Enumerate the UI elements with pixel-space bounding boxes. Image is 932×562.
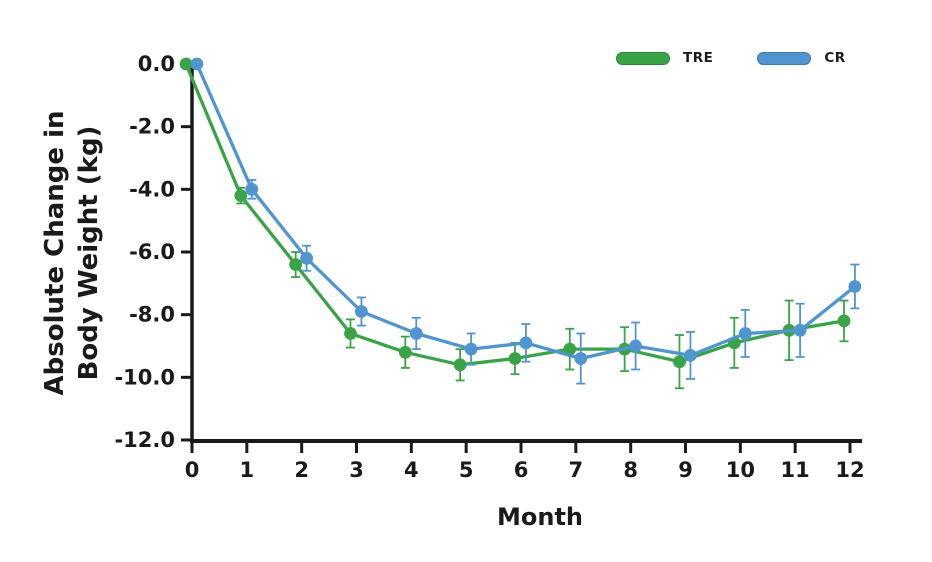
- data-point-cr: [409, 327, 423, 340]
- y-tick-label: -4.0: [129, 177, 175, 201]
- series-cr: [190, 57, 862, 385]
- y-tick-label: -8.0: [129, 303, 175, 327]
- legend: TRE CR: [616, 50, 846, 66]
- data-point-cr: [629, 339, 642, 353]
- legend-swatch-cr-icon: [757, 51, 812, 65]
- x-tick-label: 5: [459, 458, 474, 482]
- x-tick-label: 10: [726, 458, 755, 482]
- data-series: [179, 57, 862, 390]
- y-tick-label: -10.0: [114, 365, 175, 389]
- legend-item-tre: TRE: [616, 50, 713, 66]
- data-point-cr: [519, 336, 533, 350]
- legend-label-cr: CR: [824, 50, 846, 66]
- series-line-cr: [195, 62, 857, 361]
- x-tick-label: 6: [514, 458, 529, 482]
- data-point-cr: [848, 280, 862, 293]
- y-axis-title: Absolute Change in Body Weight (kg): [40, 111, 104, 396]
- axes: 0.0-2.0-4.0-6.0-8.0-10.0-12.00 1 2 3 4 5 6 7 8 9 1…: [114, 52, 864, 482]
- y-axis-title-line1: Absolute Change in: [40, 111, 70, 396]
- data-point-cr: [245, 182, 259, 196]
- x-tick-label: 8: [623, 458, 638, 482]
- legend-swatch-tre-icon: [616, 51, 670, 65]
- data-point-tre: [179, 57, 193, 71]
- data-point-tre: [563, 342, 577, 356]
- data-point-cr: [355, 305, 368, 318]
- x-tick-label: 7: [569, 458, 584, 482]
- data-point-tre: [398, 345, 412, 359]
- x-tick-label: 11: [781, 458, 810, 482]
- x-tick-label: 3: [349, 458, 364, 482]
- data-point-tre: [234, 189, 248, 203]
- data-point-cr: [464, 342, 478, 356]
- x-tick-label: 9: [678, 458, 693, 482]
- legend-label-tre: TRE: [683, 50, 714, 66]
- x-tick-label: 1: [240, 458, 255, 482]
- data-point-tre: [344, 327, 357, 340]
- x-tick-label: 12: [835, 458, 864, 482]
- data-point-cr: [684, 349, 697, 362]
- series-tre: [179, 57, 851, 390]
- y-axis-title-line2: Body Weight (kg): [74, 126, 104, 381]
- data-point-cr: [574, 352, 588, 365]
- data-point-cr: [738, 327, 752, 340]
- data-point-tre: [508, 352, 522, 365]
- data-point-tre: [837, 314, 851, 328]
- y-tick-label: -12.0: [114, 428, 175, 452]
- x-tick-label: 4: [404, 458, 419, 482]
- data-point-cr: [793, 323, 807, 337]
- data-point-tre: [289, 258, 302, 271]
- legend-item-cr: CR: [757, 50, 845, 66]
- x-axis-title: Month: [497, 503, 583, 531]
- data-point-tre: [453, 358, 467, 372]
- data-point-cr: [190, 57, 204, 71]
- y-tick-label: -6.0: [129, 240, 175, 264]
- x-tick-label: 2: [294, 458, 309, 482]
- data-point-tre: [673, 355, 686, 369]
- y-tick-label: 0.0: [138, 52, 175, 76]
- x-tick-label: 0: [185, 458, 200, 482]
- y-tick-label: -2.0: [129, 115, 175, 139]
- data-point-cr: [300, 251, 313, 265]
